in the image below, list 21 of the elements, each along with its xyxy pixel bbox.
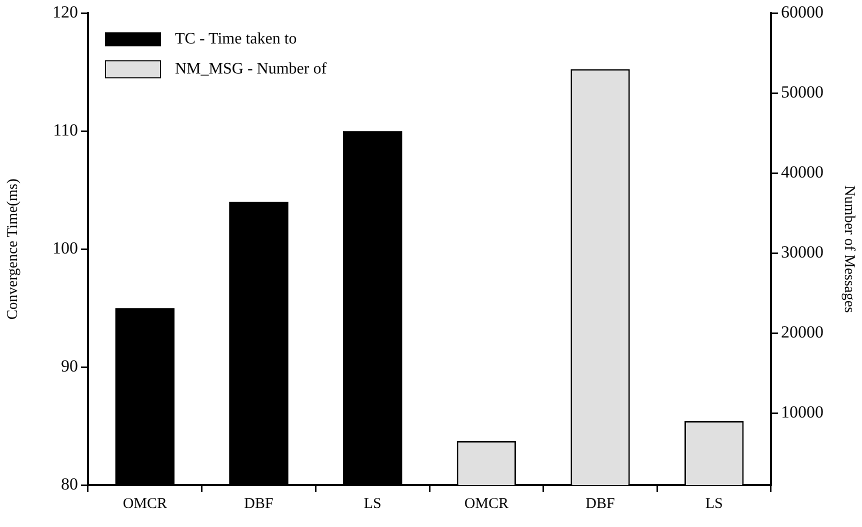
- y2-tick-label: 40000: [781, 162, 824, 182]
- y2-tick-label: 60000: [781, 2, 824, 22]
- y-tick-label: 90: [61, 356, 78, 376]
- x-tick-label: LS: [705, 496, 723, 512]
- y-tick-label: 110: [53, 120, 78, 140]
- x-tick-label: OMCR: [122, 496, 168, 512]
- y2-tick-label: 10000: [781, 402, 824, 422]
- y-tick-label: 80: [61, 474, 78, 494]
- y-axis-title: Convergence Time(ms): [4, 178, 21, 320]
- y2-tick-label: 50000: [781, 82, 824, 102]
- y2-axis-title: Number of Messages: [841, 185, 858, 313]
- x-tick-label: LS: [364, 496, 382, 512]
- x-tick-label: DBF: [586, 496, 615, 512]
- y-tick-label: 100: [52, 238, 78, 258]
- x-tick-label: OMCR: [464, 496, 509, 512]
- legend-label: TC - Time taken to: [175, 30, 297, 48]
- y-tick-label: 120: [52, 2, 78, 22]
- y2-tick-label: 20000: [781, 322, 824, 342]
- legend-label: NM_MSG - Number of: [175, 60, 328, 78]
- y2-tick-label: 30000: [781, 242, 824, 262]
- x-tick-label: DBF: [244, 496, 274, 512]
